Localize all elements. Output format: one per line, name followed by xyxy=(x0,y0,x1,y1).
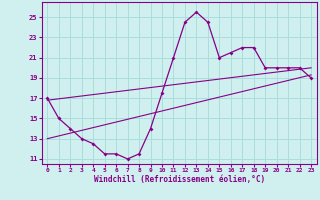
X-axis label: Windchill (Refroidissement éolien,°C): Windchill (Refroidissement éolien,°C) xyxy=(94,175,265,184)
